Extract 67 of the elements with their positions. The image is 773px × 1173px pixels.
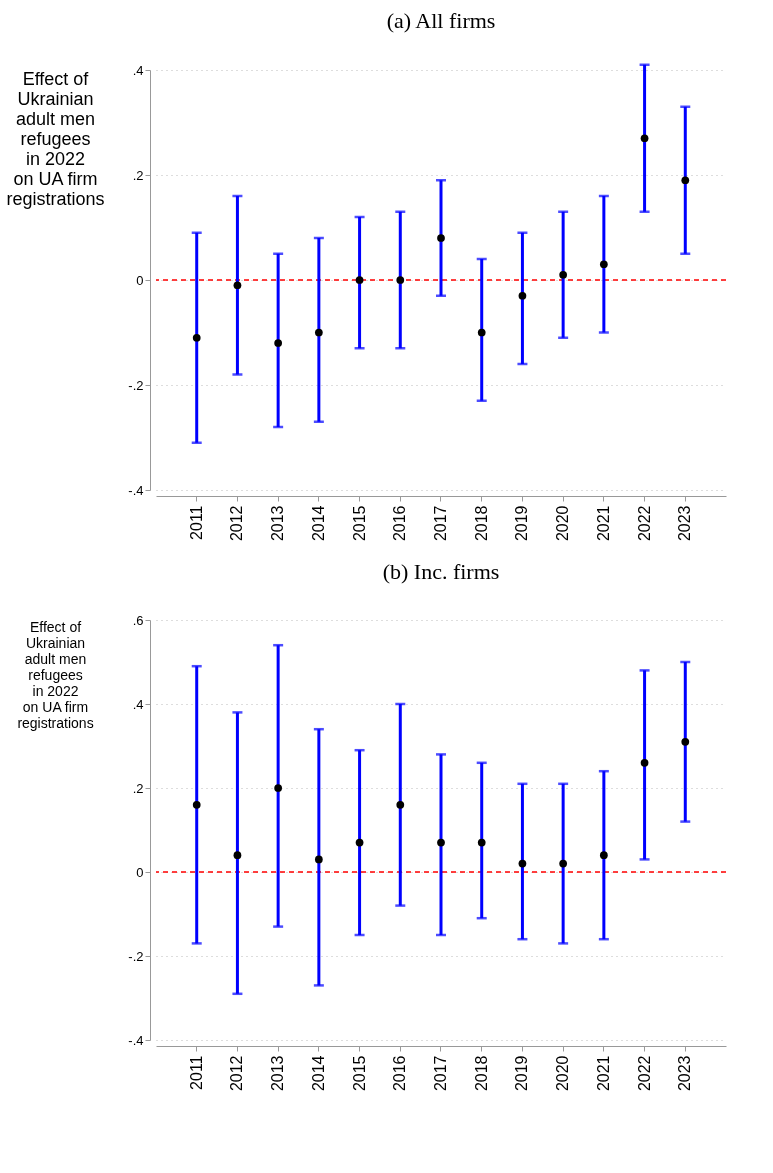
point bbox=[681, 176, 690, 185]
x-tick-label: 2021 bbox=[594, 505, 612, 542]
x-tick-label: 2020 bbox=[554, 1055, 572, 1092]
y-tick-label: .6 bbox=[132, 612, 144, 628]
y-tick-label: 0 bbox=[136, 272, 144, 288]
point bbox=[640, 134, 649, 143]
point bbox=[477, 328, 486, 337]
x-tick-label: 2016 bbox=[391, 505, 409, 542]
x-tick-label: 2019 bbox=[513, 1055, 531, 1092]
point bbox=[477, 838, 486, 847]
y-tick-label: 0 bbox=[136, 864, 144, 880]
x-tick-label: 2012 bbox=[228, 505, 246, 542]
chart-title: (a) All firms bbox=[386, 8, 496, 34]
x-tick-label: 2015 bbox=[350, 505, 368, 542]
point bbox=[396, 800, 405, 809]
point bbox=[192, 800, 201, 809]
x-tick-label: 2020 bbox=[554, 505, 572, 542]
x-tick-label: 2014 bbox=[309, 505, 327, 542]
x-tick-label: 2013 bbox=[269, 505, 287, 542]
y-tick-label: .4 bbox=[132, 696, 144, 712]
point bbox=[518, 291, 527, 300]
y-tick-label: .2 bbox=[132, 167, 144, 183]
y-axis-title: Effect of Ukrainian adult men refugees in 2022 on UA firm registrations bbox=[17, 618, 94, 731]
x-tick-label: 2017 bbox=[432, 505, 449, 542]
point bbox=[355, 838, 364, 847]
x-tick-label: 2019 bbox=[513, 505, 531, 542]
point bbox=[640, 758, 649, 767]
point bbox=[559, 270, 568, 279]
point bbox=[559, 859, 568, 868]
point bbox=[518, 859, 527, 868]
y-tick-label: .4 bbox=[132, 62, 144, 78]
point bbox=[233, 281, 242, 290]
x-tick-label: 2023 bbox=[676, 505, 694, 542]
x-tick-label: 2011 bbox=[187, 505, 205, 540]
y-tick-label: -.4 bbox=[128, 482, 144, 498]
point bbox=[233, 851, 242, 860]
y-tick-label: -.4 bbox=[128, 1032, 144, 1048]
x-tick-label: 2011 bbox=[187, 1055, 205, 1090]
point bbox=[599, 260, 608, 269]
point bbox=[681, 737, 690, 746]
y-axis-title: Effect of Ukrainian adult men refugees in 2022 on UA firm registrations bbox=[6, 68, 105, 209]
x-tick-label: 2023 bbox=[676, 1055, 694, 1092]
x-tick-label: 2018 bbox=[472, 505, 490, 542]
x-tick-label: 2022 bbox=[635, 1055, 653, 1092]
y-tick-label: .2 bbox=[132, 780, 144, 796]
point bbox=[192, 333, 201, 342]
x-tick-label: 2013 bbox=[269, 1055, 287, 1092]
point bbox=[355, 276, 364, 284]
point bbox=[396, 276, 405, 284]
x-tick-label: 2017 bbox=[432, 1055, 449, 1092]
x-tick-label: 2016 bbox=[391, 1055, 409, 1092]
chart-title: (b) Inc. firms bbox=[382, 559, 500, 584]
point bbox=[314, 328, 323, 337]
y-tick-label: -.2 bbox=[128, 377, 144, 393]
point bbox=[437, 234, 445, 242]
point bbox=[437, 838, 445, 847]
x-tick-label: 2012 bbox=[228, 1055, 246, 1092]
x-tick-label: 2021 bbox=[594, 1055, 612, 1092]
point bbox=[314, 855, 323, 864]
point bbox=[274, 784, 283, 792]
x-tick-label: 2018 bbox=[472, 1055, 490, 1092]
x-tick-label: 2022 bbox=[635, 505, 653, 542]
point bbox=[599, 851, 608, 860]
x-tick-label: 2014 bbox=[309, 1055, 327, 1092]
y-tick-label: -.2 bbox=[128, 948, 144, 964]
point bbox=[274, 339, 283, 347]
x-tick-label: 2015 bbox=[350, 1055, 368, 1092]
